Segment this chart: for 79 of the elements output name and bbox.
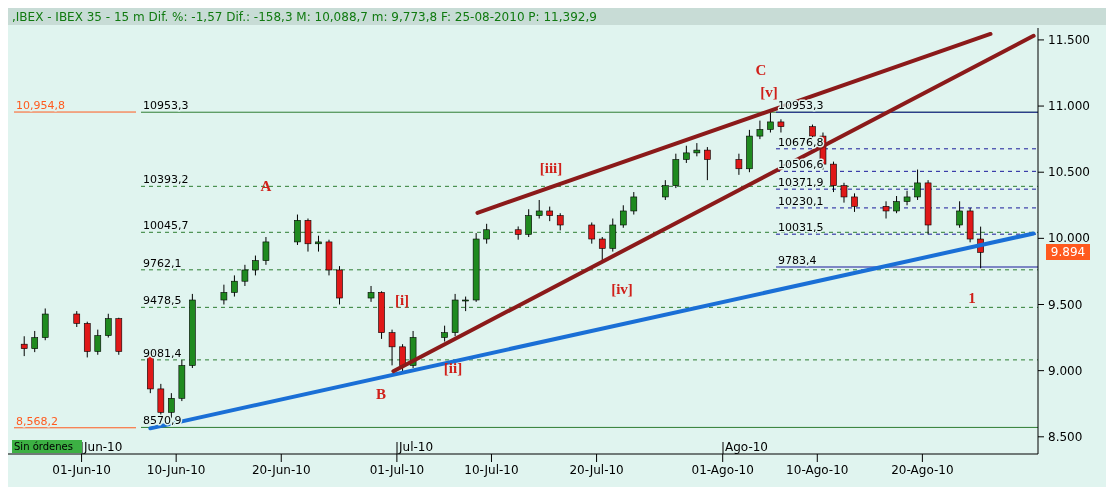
- candlestick: [840, 182, 848, 204]
- annotation: C: [755, 62, 767, 79]
- candlestick: [241, 264, 249, 287]
- annotation: [iv]: [611, 281, 633, 298]
- candlestick: [220, 284, 228, 305]
- ref-line-label: 9478,5: [143, 294, 182, 308]
- candlestick: [630, 191, 638, 216]
- candlestick: [693, 142, 701, 157]
- candlestick: [20, 335, 28, 357]
- candlestick: [525, 208, 532, 238]
- annotation: [i]: [394, 292, 410, 309]
- ref-line-label: 10230,1: [778, 194, 824, 208]
- x-tick-label: 20-Jun-10: [251, 463, 311, 477]
- candlestick: [956, 200, 963, 229]
- candlestick: [262, 236, 270, 266]
- x-tick-label: 01-Ago-10: [691, 463, 754, 477]
- y-tick-label: 10.000: [1048, 231, 1090, 246]
- candlestick: [903, 190, 911, 206]
- candlestick: [294, 214, 301, 246]
- candlestick: [252, 255, 259, 276]
- ref-line-label: 10371,9: [778, 176, 824, 190]
- candlestick: [588, 221, 596, 245]
- candlestick: [104, 313, 112, 339]
- x-tick-label: 01-Jul-10: [369, 463, 425, 477]
- candlestick: [399, 343, 406, 373]
- candlestick: [777, 118, 785, 134]
- ref-line-label: 10953,3: [143, 99, 189, 113]
- candlestick: [598, 236, 606, 262]
- x-tick-label: 10-Jul-10: [464, 463, 519, 477]
- y-tick-label: 9.000: [1048, 363, 1083, 378]
- annotation: [iii]: [539, 160, 563, 177]
- candlestick: [914, 169, 921, 201]
- annotation: B: [375, 386, 387, 403]
- ref-line-label: 9762,1: [143, 256, 182, 270]
- text: 9.894: [1050, 245, 1086, 259]
- candlestick: [704, 146, 711, 181]
- y-tick-label: 11.500: [1048, 32, 1090, 47]
- y-tick-label: 8.500: [1048, 429, 1083, 444]
- candlestick: [367, 285, 375, 303]
- candlestick: [662, 179, 669, 201]
- annotation: Sin órdenes: [14, 441, 73, 452]
- candlestick: [830, 161, 837, 193]
- candlestick: [767, 111, 774, 134]
- candlestick: [735, 153, 743, 176]
- annotation: Ago-10: [725, 440, 768, 454]
- x-tick-label: 20-Ago-10: [891, 463, 954, 477]
- candlestick: [94, 329, 102, 356]
- ref-line-label: 9783,4: [778, 254, 817, 268]
- candlestick: [619, 204, 627, 229]
- y-tick-label: 11.000: [1048, 99, 1090, 114]
- annotation: [v]: [760, 84, 778, 101]
- annotation: 1: [968, 290, 976, 307]
- chart-title: ,IBEX - IBEX 35 - 15 m Dif. %: -1,57 Dif.: -158,3 M: 10,088,7 m: 9,773,8 F: 25-08-2010 P: 11,392,9: [12, 10, 597, 24]
- y-tick-label: 10.500: [1048, 165, 1090, 180]
- ref-line-label: 10,954,8: [16, 99, 65, 113]
- candlestick: [483, 223, 490, 245]
- x-tick-label: 20-Jul-10: [569, 463, 624, 477]
- annotation: Jun-10: [83, 440, 123, 454]
- ref-line-label: 8,568,2: [16, 414, 58, 428]
- ref-line-label: 10393,2: [143, 173, 189, 187]
- annotation: [ii]: [443, 360, 463, 377]
- ref-line-label: 10045,7: [143, 219, 189, 233]
- ref-line-label: 10031,5: [778, 221, 824, 235]
- candlestick: [882, 200, 890, 220]
- candlestick: [304, 218, 312, 253]
- candlestick: [231, 274, 238, 298]
- candlestick: [41, 307, 49, 341]
- candlestick: [609, 218, 617, 253]
- x-tick-label: 10-Jun-10: [146, 463, 206, 477]
- candlestick: [756, 120, 764, 140]
- x-tick-label: 01-Jun-10: [52, 463, 111, 477]
- annotation: Jul-10: [398, 440, 434, 454]
- candlestick: [535, 199, 543, 220]
- candlestick: [388, 329, 396, 366]
- annotation: A: [260, 178, 272, 195]
- y-tick-label: 9.500: [1048, 297, 1083, 312]
- candlestick: [851, 192, 858, 213]
- candlestick: [31, 330, 39, 353]
- x-tick-label: 10-Ago-10: [786, 463, 849, 477]
